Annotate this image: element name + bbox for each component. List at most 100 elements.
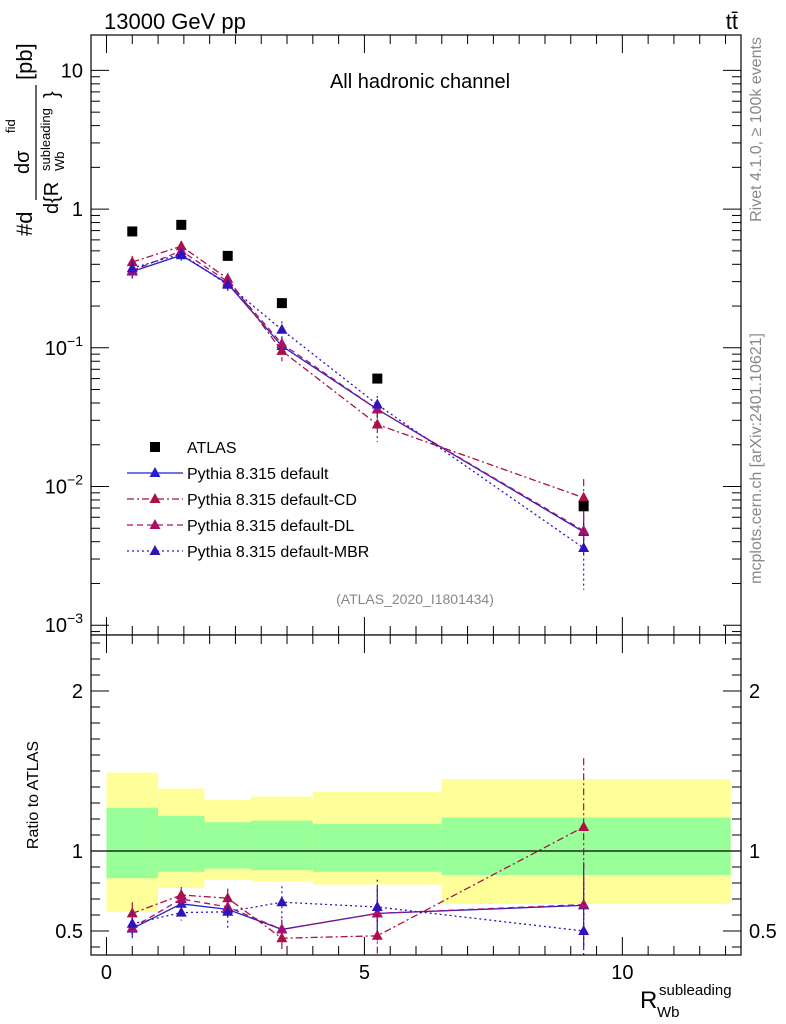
- xlabel-base: R: [640, 987, 657, 1014]
- ratio-y-tick-label-right: 2: [749, 681, 760, 703]
- y-tick-label: 10−1: [45, 333, 83, 360]
- ratio-y-tick-label-left: 2: [72, 681, 83, 703]
- ylabel-hash-d: #d: [12, 212, 37, 236]
- legend-marker: [150, 442, 160, 452]
- legend-entry: Pythia 8.315 default-CD: [127, 492, 357, 509]
- ratio-point: [126, 917, 138, 928]
- ratio-y-tick-label-left: 0.5: [55, 921, 83, 943]
- ratio-panel-series: [126, 758, 590, 955]
- ratio-point: [276, 896, 288, 907]
- atlas-point: [578, 501, 589, 512]
- legend-label: Pythia 8.315 default-CD: [187, 492, 357, 509]
- y-tick-label: 10−2: [45, 472, 83, 499]
- ratio-line: [131, 898, 584, 931]
- data-point: [126, 256, 138, 267]
- series-dotted: [126, 247, 590, 590]
- uncertainty-band-inner: [106, 807, 159, 879]
- data-point: [276, 337, 288, 348]
- ratio-y-tick-label-right: 1: [749, 841, 760, 863]
- uncertainty-band-inner: [158, 815, 205, 872]
- header-energy: 13000 GeV pp: [104, 9, 246, 34]
- ratio-line: [132, 826, 584, 939]
- main-y-axis-label: #d dσ fid d{R Wb subleading } [pb]: [3, 43, 67, 236]
- data-point: [371, 398, 383, 409]
- data-point: [578, 542, 590, 553]
- data-point: [126, 262, 138, 273]
- ratio-point: [222, 905, 234, 916]
- y-tick-label: 10−3: [45, 610, 83, 637]
- ylabel-den-sub: Wb: [52, 152, 67, 172]
- header-process: tt̄: [726, 9, 738, 34]
- ylabel-den-sup: subleading: [38, 108, 53, 171]
- uncertainty-band-inner: [204, 822, 251, 869]
- atlas-point: [372, 373, 383, 384]
- y-tick-label: 1: [72, 199, 83, 221]
- ratio-point: [276, 923, 288, 934]
- uncertainty-band-inner: [312, 823, 442, 872]
- legend-entry: Pythia 8.315 default: [127, 466, 329, 483]
- ylabel-numerator: dσ: [12, 150, 34, 174]
- ratio-point: [371, 929, 383, 940]
- x-tick-label: 0: [101, 962, 112, 984]
- ratio-y-tick-label-right: 0.5: [749, 921, 777, 943]
- ratio-point: [578, 925, 590, 935]
- ratio-point: [371, 901, 383, 911]
- main-panel-axes: 10−3 10−2 10−1 1 10: [45, 34, 742, 637]
- main-panel-series: [126, 219, 590, 590]
- legend-label: ATLAS: [187, 440, 237, 457]
- legend-entry: Pythia 8.315 default-MBR: [127, 544, 369, 561]
- main-plot-area: [91, 35, 741, 635]
- ylabel-unit: [pb]: [12, 43, 37, 80]
- x-tick-label: 10: [611, 962, 633, 984]
- xlabel-sub: Wb: [657, 1004, 680, 1021]
- ylabel-numerator-sup: fid: [3, 119, 18, 133]
- ratio-line: [132, 901, 584, 932]
- data-point: [578, 491, 590, 502]
- main-panel-background: [91, 35, 741, 635]
- legend: ATLAS Pythia 8.315 default Pythia 8.315 de…: [127, 440, 369, 561]
- ylabel-den-close: }: [41, 91, 63, 98]
- rivet-label: Rivet 4.1.0, ≥ 100k events: [748, 37, 765, 222]
- x-tick-label: 5: [359, 962, 370, 984]
- mcplots-label: mcplots.cern.ch [arXiv:2401.10621]: [748, 333, 765, 584]
- data-point: [222, 278, 234, 289]
- legend-label: Pythia 8.315 default-DL: [187, 518, 354, 535]
- xlabel-sup: subleading: [659, 982, 732, 999]
- ratio-y-label: Ratio to ATLAS: [25, 741, 42, 849]
- x-axis-label: R Wb subleading: [640, 982, 732, 1021]
- analysis-id: (ATLAS_2020_I1801434): [336, 591, 494, 607]
- data-point: [276, 323, 288, 334]
- legend-entry: ATLAS: [150, 440, 237, 457]
- series-line: [132, 245, 584, 499]
- series-line: [132, 253, 585, 549]
- ratio-series-dotted: [126, 879, 590, 955]
- ratio-point: [175, 893, 187, 903]
- legend-entry: Pythia 8.315 default-DL: [127, 518, 354, 535]
- legend-marker: [149, 545, 161, 555]
- ratio-panel-axes: 0.5 0.5 1 1 2 2 0 5 10: [55, 634, 777, 984]
- atlas-point: [222, 250, 233, 261]
- series-atlas: [127, 219, 589, 512]
- data-point: [371, 418, 383, 429]
- legend-marker: [149, 467, 161, 477]
- ratio-point: [371, 907, 383, 918]
- legend-label: Pythia 8.315 default-MBR: [187, 544, 369, 561]
- legend-label: Pythia 8.315 default: [187, 466, 329, 483]
- ratio-point: [126, 907, 138, 918]
- series-line: [132, 250, 584, 532]
- ratio-y-tick-label-left: 1: [72, 841, 83, 863]
- uncertainty-band-inner: [250, 820, 313, 871]
- ratio-point: [578, 821, 590, 831]
- ylabel-denominator: d{R: [41, 182, 63, 214]
- y-tick-label: 10: [61, 60, 83, 82]
- ratio-point: [276, 932, 288, 943]
- plot-title: All hadronic channel: [330, 71, 510, 93]
- atlas-point: [176, 219, 187, 230]
- atlas-point: [276, 298, 287, 309]
- legend-marker: [149, 493, 161, 503]
- ratio-panel-background: [91, 635, 741, 955]
- ratio-point: [175, 906, 187, 917]
- legend-marker: [149, 519, 161, 529]
- atlas-point: [127, 226, 138, 237]
